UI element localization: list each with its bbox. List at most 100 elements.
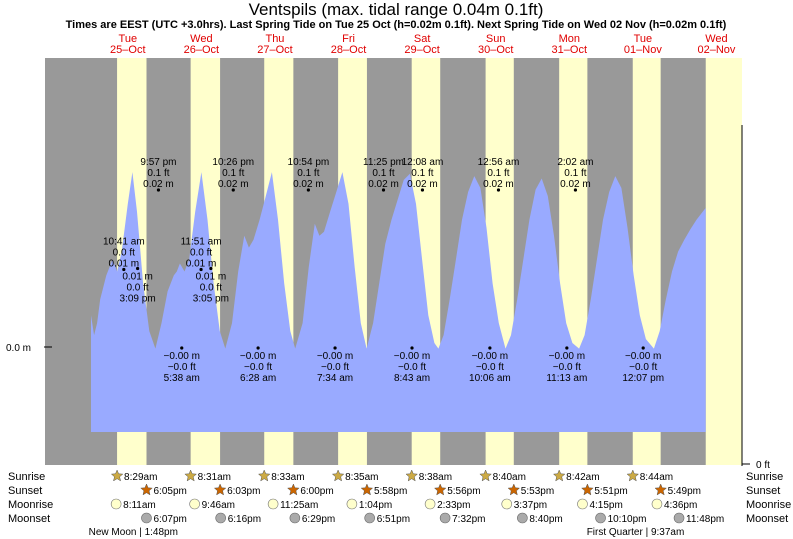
high-tide-time: 10:26 pm [212,157,254,168]
day-name: Wed [705,33,727,45]
moonset-icon [289,512,301,524]
low-tide-feet: −0.0 ft [553,362,581,373]
moonrise-time: 4:36pm [664,500,697,511]
row-label-left: Moonrise [8,499,53,511]
row-label-left: Moonset [8,513,50,525]
high-tide-point [573,188,578,192]
astro-events: 8:29am 8:31am 8:33am 8:35am 8:38am 8:40am 8:42… [89,469,724,538]
sunset-icon [433,483,447,496]
moonrise-time: 8:11am [123,500,156,511]
day-date: 30–Oct [478,44,513,56]
sunset-time: 5:58pm [374,486,407,497]
low-tide-metres: −0.00 m [394,351,430,362]
high-tide-feet: 0.0 ft [113,248,135,259]
moonrise-icon [651,498,663,510]
low-tide-metres: −0.00 m [472,351,508,362]
moonset-time: 11:48pm [686,514,724,525]
sunrise-icon [626,469,640,482]
axes: 0.0 m 0 ft [6,125,770,471]
day-date: 02–Nov [698,44,736,56]
low-tide-feet: −0.0 ft [398,362,426,373]
high-tide-point [156,188,161,192]
y-axis-left-label: 0.0 m [6,343,31,354]
low-tide-metres: −0.00 m [317,351,353,362]
sunset-time: 6:05pm [153,486,186,497]
moonset-time: 6:07pm [153,514,186,525]
sunset-time: 6:00pm [300,486,333,497]
row-label-right: Moonset [746,513,788,525]
sunrise-time: 8:29am [124,472,157,483]
sunrise-icon [110,469,124,482]
low-tide-metres: −0.00 m [625,351,661,362]
low-tide-metres: −0.00 m [164,351,200,362]
high-tide-feet: 0.0 ft [190,248,212,259]
high-tide-time: 10:41 am [103,237,145,248]
low-tide-time: 3:09 pm [120,294,156,305]
high-tide-feet: 0.1 ft [487,168,509,179]
sunrise-icon [257,469,271,482]
day-date: 31–Oct [552,44,587,56]
moonset-time: 6:51pm [377,514,410,525]
sunrise-icon [479,469,492,482]
low-tide-feet: −0.0 ft [476,362,504,373]
moonset-icon [215,512,226,524]
low-tide-time: 3:05 pm [193,294,229,305]
tide-extrema: 10:41 am0.0 ft0.01 m9:57 pm0.1 ft0.02 m1… [103,157,664,384]
moonrise-icon [267,498,279,510]
low-tide-point [136,266,140,271]
low-tide-point [180,346,184,350]
row-label-left: Sunrise [8,471,45,483]
moonrise-icon [189,498,200,510]
row-label-left: Sunset [8,485,42,497]
moon-phase-label: First Quarter | 9:37am [587,527,685,538]
sunset-icon [581,483,594,496]
sunset-icon [286,483,300,496]
tide-curve [91,172,706,432]
day-date: 29–Oct [404,44,439,56]
low-tide-feet: −0.0 ft [168,362,196,373]
day-date: 28–Oct [331,44,366,56]
sunrise-time: 8:38am [419,472,452,483]
day-name: Sun [486,33,506,45]
moonset-icon [673,512,685,524]
high-tide-feet: 0.1 ft [222,168,244,179]
high-tide-feet: 0.1 ft [372,168,394,179]
sunrise-time: 8:42am [566,472,599,483]
low-tide-feet: −0.0 ft [629,362,657,373]
sunset-icon [507,483,521,496]
day-name: Tue [119,33,138,45]
chart-title: Ventspils (max. tidal range 0.04m 0.1ft) [249,0,544,19]
chart-subtitle: Times are EEST (UTC +3.0hrs). Last Sprin… [66,19,727,31]
moonset-icon [439,512,451,524]
sunrise-time: 8:44am [640,472,673,483]
high-tide-metres: 0.02 m [368,179,399,190]
moonset-time: 7:32pm [452,514,485,525]
low-tide-feet: −0.0 ft [244,362,272,373]
day-date: 25–Oct [110,44,145,56]
sunset-icon [654,483,668,496]
high-tide-time: 12:08 am [402,157,444,168]
high-tide-metres: 0.02 m [293,179,324,190]
high-tide-metres: 0.02 m [218,179,249,190]
chart-header: Ventspils (max. tidal range 0.04m 0.1ft)… [66,0,727,31]
sunrise-time: 8:31am [198,472,231,483]
moonset-time: 8:40pm [529,514,562,525]
sunrise-icon [552,469,566,482]
sunset-time: 5:51pm [594,486,627,497]
moonset-icon [364,512,375,524]
high-tide-time: 2:02 am [557,157,593,168]
daylight-band [705,58,742,465]
sunrise-icon [331,469,345,482]
low-tide-feet: 0.0 ft [126,283,148,294]
low-tide-metres: 0.01 m [122,272,153,283]
moonrise-icon [501,498,513,510]
sunrise-time: 8:35am [345,472,378,483]
moonset-time: 6:16pm [228,514,261,525]
high-tide-time: 10:54 pm [288,157,330,168]
high-tide-feet: 0.1 ft [147,168,169,179]
moonrise-time: 1:04pm [359,500,392,511]
sunset-time: 5:49pm [668,486,701,497]
sunset-icon [213,483,227,496]
day-date: 26–Oct [184,44,219,56]
